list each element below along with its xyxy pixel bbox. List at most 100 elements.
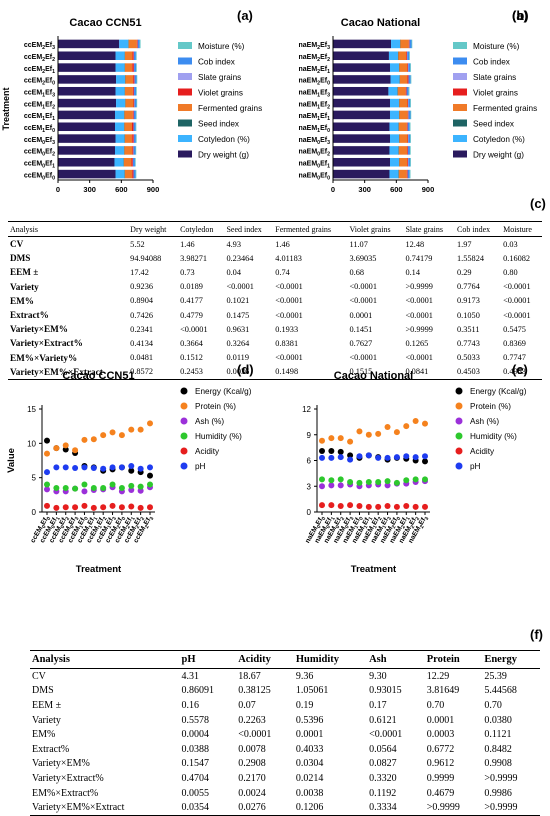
bar-segment	[398, 146, 407, 155]
data-point	[137, 426, 144, 433]
bar-segment	[134, 134, 136, 143]
table-row: EEM ± 0.16 0.07 0.19 0.17 0.70 0.70	[30, 698, 540, 713]
table-cell: 0.0001	[426, 714, 455, 726]
x-tick-label: 900	[147, 185, 160, 194]
column-header: Violet grains	[349, 224, 391, 234]
row-label: EEM ±	[32, 699, 62, 711]
legend-swatch	[178, 57, 192, 65]
bar-segment	[135, 146, 137, 155]
table-cell: 0.5578	[181, 714, 210, 726]
chart-title: Cacao National	[341, 17, 420, 29]
category-label: ccEM1Ef0	[24, 125, 55, 134]
data-point	[347, 452, 354, 459]
data-point	[44, 502, 50, 509]
data-point	[137, 487, 144, 494]
legend-label: Slate grains	[198, 73, 241, 82]
data-point	[62, 484, 69, 491]
table-cell: 11.07	[349, 239, 368, 249]
bar-segment	[408, 63, 411, 72]
column-header: Dry weight	[130, 224, 167, 234]
x-tick-label: 0	[331, 185, 335, 194]
data-point	[328, 448, 335, 455]
table-cell: <0.0001	[405, 296, 433, 306]
bar-segment	[398, 169, 407, 179]
chart-title: Cacao CCN51	[62, 370, 134, 382]
table-row: Variety×Extract% 0.4134 0.3664 0.3264 0.8381…	[8, 336, 542, 350]
table-cell: 0.70	[484, 699, 502, 711]
table-cell: 3.98271	[180, 253, 208, 263]
table-cell: 0.03	[503, 239, 518, 249]
table-cell: 0.07	[238, 699, 256, 711]
table-cell: 0.1192	[369, 787, 397, 799]
bar-segment	[389, 169, 399, 179]
data-point	[109, 429, 116, 436]
table-row: EM%×Extract% 0.0055 0.0024 0.0038 0.1192 0.46…	[30, 786, 540, 801]
data-point	[365, 452, 372, 459]
data-point	[147, 464, 153, 471]
table-cell: 0.0024	[238, 787, 266, 799]
bar-segment	[128, 39, 137, 49]
data-point	[412, 418, 419, 425]
stacked-bar-chart-ccn51: Cacao CCN51 (a) ccEM2Ef3 ccEM2Ef2 ccEM2Ef1 cc…	[1, 8, 262, 194]
data-point	[337, 482, 344, 489]
table-cell: 0.3264	[226, 338, 250, 348]
bar-segment	[58, 98, 117, 108]
data-point	[319, 483, 325, 490]
table-cell: 0.17	[369, 699, 387, 711]
bar-segment	[389, 146, 399, 155]
data-point	[62, 446, 69, 453]
legend-label: Violet grains	[473, 89, 518, 98]
panel-label-e: (e)	[512, 362, 528, 377]
bar-segment	[410, 110, 412, 120]
bar-segment	[132, 63, 134, 72]
table-cell: >0.9999	[426, 802, 460, 814]
bar-segment	[132, 146, 134, 155]
data-point	[337, 476, 344, 483]
data-point	[62, 442, 69, 449]
category-label: ccEM2Ef2	[24, 54, 55, 63]
table-cell: <0.0001	[226, 282, 254, 292]
table-cell: <0.0001	[275, 353, 303, 363]
bar-segment	[58, 39, 120, 49]
data-point	[137, 504, 144, 511]
bar-segment	[333, 39, 392, 49]
table-cell: <0.0001	[369, 729, 403, 741]
table-cell: 0.68	[349, 267, 365, 277]
panel-label-f: (f)	[530, 627, 543, 642]
bar-segment	[58, 122, 115, 132]
data-point	[100, 504, 107, 511]
chart-title: Cacao CCN51	[69, 17, 141, 29]
row-label: Variety×Extract%	[10, 338, 83, 349]
table-cell: 0.8482	[484, 743, 512, 755]
category-label: naEM2Ef3	[298, 42, 330, 51]
table-cell: >0.9999	[405, 324, 433, 334]
legend-label: pH	[195, 462, 206, 471]
table-row: EEM ± 17.42 0.73 0.04 0.74 0.68 0.14 0.29 0.80	[8, 265, 542, 279]
data-point	[384, 454, 391, 461]
data-point	[319, 448, 325, 455]
row-label: Variety×Extract%	[32, 772, 104, 784]
table-cell: 0.0827	[369, 758, 397, 770]
bar-segment	[134, 51, 136, 61]
table-header-row: Analysis pH Acidity Humidity Ash Protein Energ…	[30, 650, 540, 669]
data-point	[356, 502, 363, 509]
table-row: DMS 94.94088 3.98271 0.23464 4.01183 3.69035 0…	[8, 251, 542, 265]
legend-swatch	[453, 57, 467, 65]
x-tick-label: 0	[56, 185, 60, 194]
x-axis-title: Treatment	[351, 564, 397, 575]
table-cell: 0.80	[503, 267, 518, 277]
bar-segment	[409, 122, 411, 132]
bar-segment	[58, 63, 116, 72]
category-label: ccEM1Ef1	[24, 113, 55, 122]
legend-swatch	[178, 104, 192, 111]
category-label: naEM0Ef1	[298, 161, 330, 170]
data-point	[422, 420, 428, 427]
table-cell: 5.44568	[484, 685, 517, 697]
legend-label: Cob index	[198, 58, 235, 67]
table-cell: 0.9612	[426, 758, 455, 770]
table-cell: 0.0055	[181, 787, 210, 799]
bar-segment	[410, 134, 412, 143]
bar-segment	[406, 122, 408, 132]
legend-label: Slate grains	[473, 73, 516, 82]
category-label: ccEM0Ef3	[24, 137, 55, 146]
